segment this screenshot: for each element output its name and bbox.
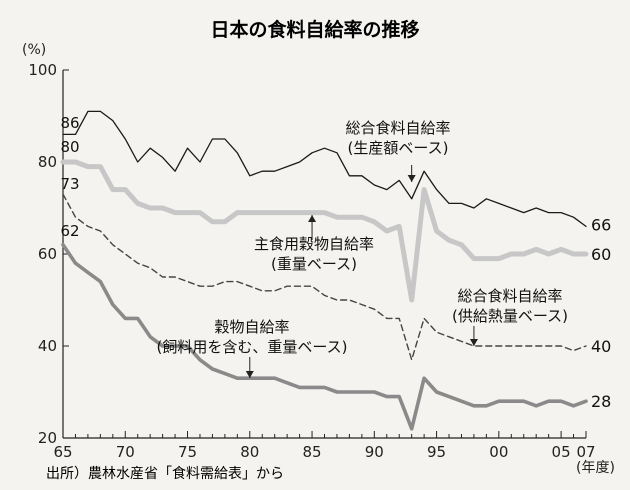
start-value-label-production: 86 — [60, 114, 79, 132]
series-label-staple-line2: (重量ベース) — [271, 255, 357, 273]
series-label-grain-line1: 穀物自給率 — [214, 318, 289, 336]
series-label-calorie-line1: 総合食料自給率 — [457, 287, 562, 305]
x-tick-label: 75 — [178, 443, 197, 461]
series-line-production — [62, 110, 587, 228]
series-line-staple — [60, 159, 589, 303]
x-axis-unit: (年度) — [576, 460, 615, 476]
end-value-label-grain: 28 — [591, 392, 611, 411]
y-tick-label: 80 — [38, 153, 57, 171]
series-labels: 86 66 80 60 73 40 62 28 — [60, 114, 611, 411]
x-tick-label: 80 — [240, 443, 259, 461]
y-tick-label: 100 — [28, 61, 57, 79]
callout-arrow-production — [407, 175, 416, 182]
series-line-calorie — [62, 193, 587, 361]
axis-ticks: 20 40 60 80 100 65 70 75 80 85 90 95 00 05 07 — [28, 61, 595, 461]
x-tick-label: 90 — [365, 443, 384, 461]
end-value-label-staple: 60 — [591, 245, 611, 264]
start-value-label-calorie: 73 — [60, 175, 79, 193]
x-tick-label: 05 — [552, 443, 571, 461]
x-tick-label: 07 — [576, 443, 595, 461]
y-tick-label: 40 — [38, 337, 57, 355]
annotations: 総合食料自給率 (生産額ベース) 主食用穀物自給率 (重量ベース) 総合食料自給率 (供給… — [157, 119, 568, 378]
callout-arrow-staple — [308, 215, 317, 222]
start-value-label-grain: 62 — [60, 222, 79, 240]
x-tick-label: 65 — [53, 443, 72, 461]
y-axis-unit: (%) — [22, 42, 46, 58]
end-value-label-production: 66 — [591, 215, 611, 234]
y-tick-label: 60 — [38, 245, 57, 263]
x-tick-label: 70 — [116, 443, 135, 461]
series-label-staple-line1: 主食用穀物自給率 — [254, 235, 374, 253]
x-tick-label: 95 — [427, 443, 446, 461]
series-line-grain — [61, 243, 588, 431]
start-value-label-staple: 80 — [60, 138, 79, 156]
x-tick-label: 00 — [489, 443, 508, 461]
callout-arrow-calorie — [469, 339, 478, 346]
series-label-production-line2: (生産額ベース) — [348, 139, 449, 157]
x-tick-label: 85 — [303, 443, 322, 461]
series-label-grain-line2: (飼料用を含む、重量ベース) — [157, 338, 348, 356]
source-note: 出所）農林水産省「食料需給表」から — [46, 465, 284, 482]
series-layer — [60, 110, 589, 431]
series-label-production-line1: 総合食料自給率 — [345, 119, 450, 137]
y-tick-label: 20 — [38, 429, 57, 447]
series-label-calorie-line2: (供給熱量ベース) — [452, 307, 568, 325]
end-value-label-calorie: 40 — [591, 337, 611, 356]
callout-arrow-grain — [245, 371, 254, 378]
chart-title: 日本の食料自給率の推移 — [210, 18, 419, 41]
